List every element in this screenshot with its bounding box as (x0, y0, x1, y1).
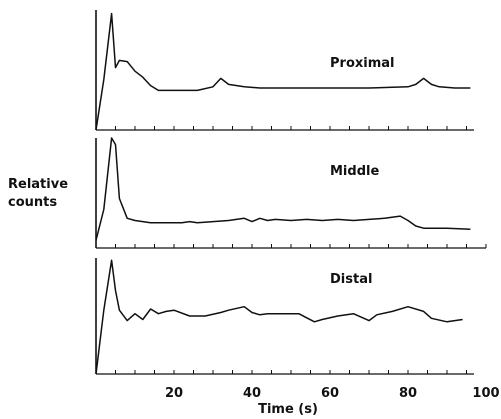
x-tick-label: 20 (165, 386, 183, 401)
chart-panels: Proximal Middle Distal (95, 10, 487, 375)
y-axis-label-line-2: counts (8, 195, 58, 210)
x-axis: 20 40 60 80 100 (165, 386, 500, 401)
panel-proximal: Proximal (95, 10, 474, 131)
x-axis-label: Time (s) (258, 402, 318, 417)
series-line-middle (95, 137, 471, 241)
series-line-proximal (95, 12, 471, 131)
panel-label-middle: Middle (330, 164, 379, 179)
y-axis-label-line-1: Relative (8, 177, 69, 192)
panel-distal: Distal (95, 258, 474, 375)
x-tick-label: 100 (472, 386, 499, 401)
panel-label-distal: Distal (330, 272, 372, 287)
panel-label-proximal: Proximal (330, 56, 395, 71)
x-tick-label: 60 (321, 386, 339, 401)
x-tick-label: 40 (243, 386, 261, 401)
x-tick-label: 80 (399, 386, 417, 401)
series-line-distal (95, 259, 463, 375)
panel-middle: Middle (95, 137, 487, 249)
